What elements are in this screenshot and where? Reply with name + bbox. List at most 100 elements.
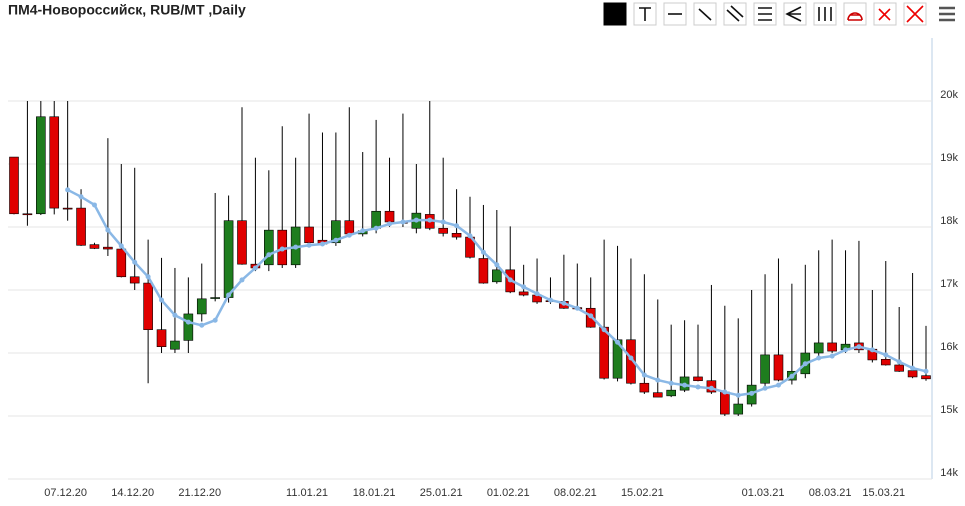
- moving-average-point: [266, 252, 272, 258]
- candle-body: [49, 116, 60, 209]
- tool-delete-all[interactable]: [903, 2, 927, 26]
- moving-average-point: [91, 202, 97, 208]
- x-tick-label: 07.12.20: [44, 487, 87, 499]
- y-tick-label: 14k: [940, 467, 958, 479]
- moving-average-point: [615, 339, 621, 345]
- moving-average-point: [333, 237, 339, 243]
- moving-average-point: [588, 313, 594, 319]
- moving-average-point: [413, 217, 419, 223]
- moving-average-point: [802, 361, 808, 367]
- y-tick-label: 19k: [940, 152, 958, 164]
- moving-average-point: [293, 244, 299, 250]
- moving-average-point: [534, 291, 540, 297]
- moving-average-point: [226, 292, 232, 298]
- candle-body: [183, 313, 194, 341]
- moving-average-point: [199, 322, 205, 328]
- tool-arc[interactable]: [843, 2, 867, 26]
- candle-body: [773, 354, 784, 381]
- candle-body: [907, 370, 918, 378]
- moving-average-point: [480, 249, 486, 255]
- moving-average-point: [883, 352, 889, 358]
- moving-average-point: [494, 262, 500, 268]
- x-tick-label: 18.01.21: [353, 487, 396, 499]
- x-tick-label: 15.02.21: [621, 487, 664, 499]
- candle-body: [116, 248, 127, 278]
- tool-hline[interactable]: [663, 2, 687, 26]
- tool-vlines[interactable]: [813, 2, 837, 26]
- candle-body: [210, 297, 220, 299]
- moving-average-point: [869, 347, 875, 353]
- moving-average-point: [789, 373, 795, 379]
- moving-average-point: [467, 233, 473, 239]
- moving-average-point: [65, 187, 71, 193]
- chart-title: ПМ4-Новороссийск, RUB/MT ,Daily: [8, 2, 246, 18]
- candle-body: [22, 213, 33, 216]
- moving-average-point: [105, 227, 111, 233]
- tool-channel[interactable]: [723, 2, 747, 26]
- y-tick-label: 17k: [940, 278, 958, 290]
- candle-body: [599, 326, 609, 379]
- moving-average-point: [856, 344, 862, 350]
- candle-body: [639, 382, 650, 393]
- candle-body: [492, 269, 502, 283]
- moving-average-point: [507, 277, 513, 283]
- candle-body: [143, 282, 153, 330]
- moving-average-point: [601, 327, 607, 333]
- moving-average-point: [775, 382, 781, 388]
- moving-average-point: [185, 319, 191, 325]
- candle-body: [733, 403, 744, 415]
- moving-average-point: [252, 265, 258, 271]
- x-tick-label: 11.01.21: [286, 487, 328, 499]
- candle-body: [9, 156, 19, 215]
- candle-body: [478, 258, 489, 284]
- candle-body: [451, 233, 462, 238]
- moving-average-point: [427, 217, 433, 223]
- candle-body: [36, 116, 46, 215]
- tool-fib[interactable]: [753, 2, 777, 26]
- candle-body: [237, 220, 247, 265]
- x-tick-label: 21.12.20: [178, 487, 221, 499]
- tool-line[interactable]: [693, 2, 717, 26]
- moving-average-point: [360, 228, 366, 234]
- moving-average-point: [319, 241, 325, 247]
- candle-body: [62, 207, 73, 210]
- moving-average-point: [843, 347, 849, 353]
- candle-body: [921, 375, 931, 380]
- candle-body: [693, 376, 703, 382]
- candle-body: [89, 244, 100, 249]
- candle-body: [371, 210, 381, 229]
- candle-body: [880, 358, 891, 366]
- tool-text[interactable]: [633, 2, 657, 26]
- moving-average-point: [373, 225, 379, 231]
- moving-average-point: [655, 377, 661, 383]
- candle-body: [129, 276, 140, 284]
- candle-body: [384, 210, 395, 223]
- tool-fan[interactable]: [783, 2, 807, 26]
- candle-body: [264, 229, 274, 266]
- menu[interactable]: [939, 6, 955, 22]
- candle-body: [720, 391, 730, 415]
- candle-body: [518, 291, 529, 296]
- x-tick-label: 25.01.21: [420, 487, 463, 499]
- candle-body: [304, 226, 314, 244]
- candle-body: [156, 329, 167, 348]
- moving-average-point: [722, 389, 728, 395]
- tool-color[interactable]: [603, 2, 627, 26]
- candle-body: [103, 246, 113, 250]
- candle-body: [76, 207, 86, 246]
- moving-average-point: [279, 246, 285, 252]
- moving-average-point: [628, 355, 634, 361]
- x-tick-label: 15.03.21: [862, 487, 905, 499]
- moving-average-point: [641, 372, 647, 378]
- moving-average-point: [239, 277, 245, 283]
- moving-average-point: [346, 232, 352, 238]
- tool-delete[interactable]: [873, 2, 897, 26]
- moving-average-point: [735, 392, 741, 398]
- y-tick-label: 20k: [940, 89, 958, 101]
- moving-average-point: [159, 297, 165, 303]
- candle-body: [760, 354, 770, 384]
- candle-body: [196, 298, 207, 315]
- moving-average-point: [749, 390, 755, 396]
